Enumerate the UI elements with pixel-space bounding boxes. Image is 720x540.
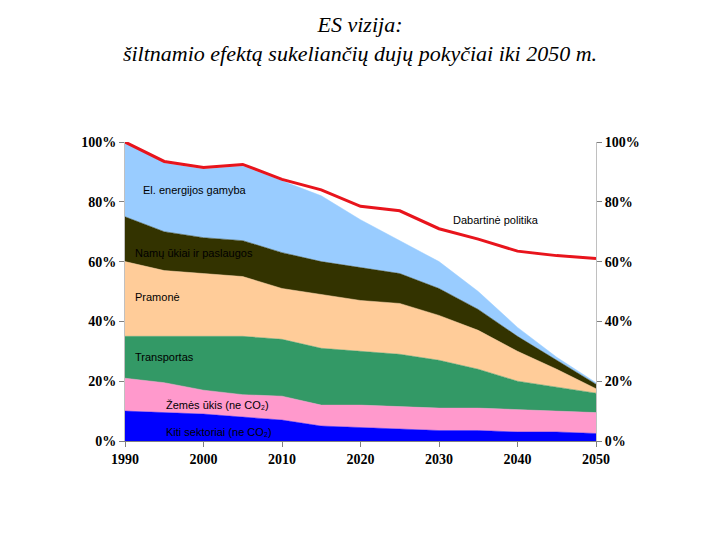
svg-text:2010: 2010 [268, 452, 296, 467]
svg-text:Transportas: Transportas [135, 351, 194, 363]
svg-text:Dabartinė politika: Dabartinė politika [453, 214, 539, 226]
svg-text:40%: 40% [88, 314, 116, 329]
svg-text:100%: 100% [81, 135, 116, 150]
svg-text:100%: 100% [605, 135, 640, 150]
svg-text:1990: 1990 [111, 452, 139, 467]
svg-text:0%: 0% [605, 434, 626, 449]
svg-text:2020: 2020 [347, 452, 375, 467]
svg-text:Pramonė: Pramonė [135, 291, 180, 303]
svg-text:El. energijos gamyba: El. energijos gamyba [143, 184, 247, 196]
svg-text:40%: 40% [605, 314, 633, 329]
svg-text:20%: 20% [605, 374, 633, 389]
svg-text:Žemės ūkis (ne CO₂): Žemės ūkis (ne CO₂) [166, 399, 269, 411]
svg-text:Kiti sektoriai (ne CO₂): Kiti sektoriai (ne CO₂) [166, 426, 272, 438]
svg-text:60%: 60% [88, 255, 116, 270]
svg-text:2040: 2040 [504, 452, 532, 467]
svg-text:80%: 80% [605, 195, 633, 210]
svg-text:80%: 80% [88, 195, 116, 210]
svg-text:Namų ūkiai ir paslaugos: Namų ūkiai ir paslaugos [135, 247, 253, 259]
svg-text:2000: 2000 [190, 452, 218, 467]
svg-text:2050: 2050 [582, 452, 610, 467]
svg-text:0%: 0% [95, 434, 116, 449]
svg-text:20%: 20% [88, 374, 116, 389]
svg-text:ES vizija:šiltnamio efektą suk: ES vizija:šiltnamio efektą sukeliančių d… [123, 12, 597, 66]
svg-text:60%: 60% [605, 255, 633, 270]
svg-text:2030: 2030 [425, 452, 453, 467]
